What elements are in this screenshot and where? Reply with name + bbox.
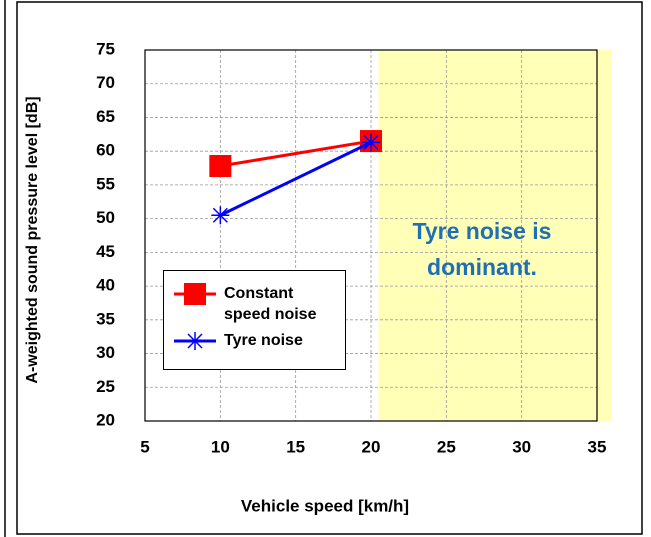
y-tick-label: 30	[96, 343, 115, 362]
y-tick-label: 25	[96, 377, 115, 396]
legend: Constant speed noise Tyre noise	[163, 270, 346, 370]
annotation: dominant.	[427, 254, 537, 280]
series-line	[219, 141, 372, 217]
marker	[362, 133, 380, 152]
y-tick-label: 20	[96, 410, 115, 429]
x-tick-label: 20	[362, 437, 381, 456]
y-axis-label: A-weighted sound pressure level [dB]	[24, 96, 41, 383]
legend-label: Tyre noise	[224, 332, 303, 349]
x-tick-label: 10	[211, 437, 230, 456]
y-tick-label: 55	[96, 174, 115, 193]
y-tick-label: 45	[96, 242, 115, 261]
frame	[16, 1, 643, 535]
x-tick-label: 5	[140, 437, 149, 456]
x-tick-label: 35	[588, 437, 607, 456]
x-axis-label: Vehicle speed [km/h]	[241, 496, 409, 515]
x-tick-label: 15	[286, 437, 305, 456]
marker	[209, 155, 232, 178]
legend-swatch	[174, 332, 216, 350]
series-line	[220, 139, 372, 168]
y-tick-label: 50	[96, 208, 115, 227]
legend-entry: Constant speed noise	[172, 283, 342, 325]
y-tick-label: 40	[96, 276, 115, 295]
y-tick-label: 70	[96, 73, 115, 92]
legend-entry: Tyre noise	[172, 330, 342, 352]
x-tick-label: 30	[512, 437, 531, 456]
y-tick-label: 65	[96, 107, 115, 126]
legend-label: Constant speed noise	[224, 285, 317, 323]
plot-border	[144, 49, 598, 422]
marker	[184, 283, 206, 305]
marker	[211, 206, 230, 225]
annotation: Tyre noise is	[413, 218, 552, 244]
y-tick-label: 75	[96, 39, 115, 58]
x-tick-label: 25	[437, 437, 456, 456]
marker	[186, 332, 204, 350]
legend-swatch	[174, 283, 216, 305]
y-tick-label: 60	[96, 141, 115, 160]
y-tick-label: 35	[96, 309, 115, 328]
highlight-region	[378, 50, 612, 421]
